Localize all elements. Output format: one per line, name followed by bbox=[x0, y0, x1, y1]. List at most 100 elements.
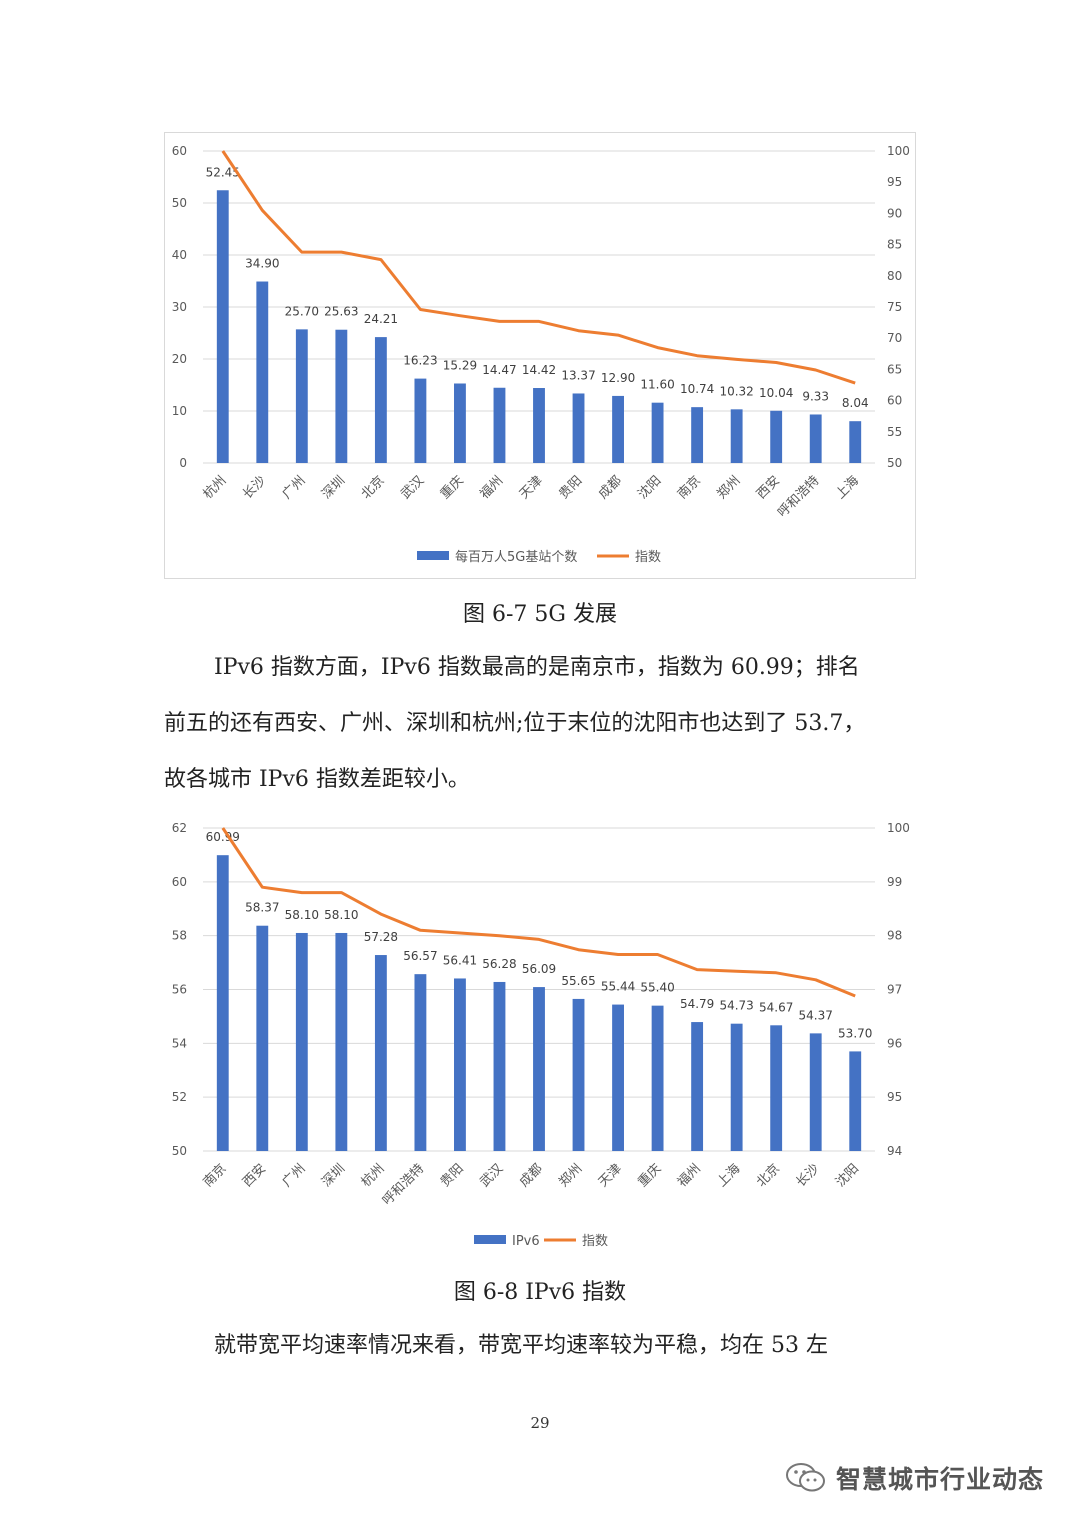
data-label: 34.90 bbox=[245, 257, 279, 271]
data-label: 14.47 bbox=[482, 363, 516, 377]
y2-tick-label: 94 bbox=[887, 1144, 902, 1158]
data-label: 56.09 bbox=[522, 962, 556, 976]
x-category-label: 沈阳 bbox=[635, 473, 664, 502]
bar bbox=[572, 998, 585, 1151]
data-label: 58.10 bbox=[324, 908, 358, 922]
y2-tick-label: 70 bbox=[887, 331, 902, 345]
x-category-label: 呼和浩特 bbox=[380, 1161, 427, 1208]
data-label: 56.57 bbox=[403, 949, 437, 963]
data-label: 10.32 bbox=[719, 384, 753, 398]
paragraph-line-2: 前五的还有西安、广州、深圳和杭州;位于末位的沈阳市也达到了 53.7， bbox=[164, 711, 866, 736]
y-tick-label: 30 bbox=[172, 300, 187, 314]
chart-5g-svg: 0 10 20 30 40 50 60 50 55 60 65 70 75 80 85 90 95 100 52.4… bbox=[172, 144, 910, 565]
watermark: 智慧城市行业动态 bbox=[784, 1458, 1044, 1498]
legend-label-line: 指数 bbox=[582, 1234, 608, 1249]
bar bbox=[730, 1023, 743, 1151]
bar bbox=[533, 388, 545, 463]
bar bbox=[770, 410, 783, 463]
data-label: 24.21 bbox=[364, 312, 398, 326]
paragraph-line-1: IPv6 指数方面，IPv6 指数最高的是南京市，指数为 60.99；排名 bbox=[214, 655, 860, 680]
x-category-label: 重庆 bbox=[437, 473, 467, 503]
x-category-label: 武汉 bbox=[477, 1161, 506, 1190]
bar bbox=[374, 337, 387, 463]
y-tick-label: 54 bbox=[172, 1036, 187, 1050]
bar bbox=[849, 421, 862, 463]
bar bbox=[612, 1004, 624, 1151]
y2-tick-label: 60 bbox=[887, 394, 902, 408]
x-category-label: 上海 bbox=[833, 473, 862, 502]
x-category-label: 北京 bbox=[754, 1161, 783, 1190]
x-category-label: 贵阳 bbox=[556, 473, 585, 502]
x-category-label: 广州 bbox=[280, 1161, 309, 1190]
bar bbox=[770, 1025, 783, 1151]
x-category-label: 深圳 bbox=[319, 1161, 348, 1190]
data-label: 10.04 bbox=[759, 386, 793, 400]
legend-swatch-bar bbox=[417, 551, 449, 560]
x-category-label: 成都 bbox=[517, 1161, 546, 1190]
index-line bbox=[221, 827, 856, 998]
bar bbox=[256, 281, 269, 463]
legend-label-line: 指数 bbox=[635, 550, 661, 565]
y-tick-label: 62 bbox=[172, 821, 187, 835]
x-category-label: 贵阳 bbox=[438, 1161, 467, 1190]
data-label: 11.60 bbox=[640, 378, 674, 392]
x-category-label: 成都 bbox=[596, 473, 625, 502]
x-category-label: 深圳 bbox=[319, 473, 348, 502]
data-label: 12.90 bbox=[601, 371, 635, 385]
x-category-label: 福州 bbox=[675, 1161, 704, 1190]
paragraph-line-3: 故各城市 IPv6 指数差距较小。 bbox=[164, 767, 470, 792]
data-label: 8.04 bbox=[842, 396, 869, 410]
bar bbox=[533, 987, 545, 1151]
x-category-label: 西安 bbox=[240, 1161, 269, 1190]
x-category-label: 福州 bbox=[477, 473, 506, 502]
data-label: 16.23 bbox=[403, 354, 437, 368]
y-tick-label: 40 bbox=[172, 248, 187, 262]
data-label: 54.73 bbox=[719, 999, 753, 1013]
data-label: 54.79 bbox=[680, 997, 714, 1011]
bar bbox=[691, 407, 704, 463]
data-label: 57.28 bbox=[364, 930, 398, 944]
x-category-label: 南京 bbox=[674, 473, 704, 503]
x-category-label: 杭州 bbox=[201, 473, 230, 502]
data-label: 52.45 bbox=[206, 165, 240, 179]
y2-tick-label: 100 bbox=[887, 821, 910, 835]
y2-tick-label: 95 bbox=[887, 175, 902, 189]
bar bbox=[612, 395, 624, 463]
x-category-label: 郑州 bbox=[556, 1161, 585, 1190]
y2-tick-label: 65 bbox=[887, 362, 902, 376]
x-category-label: 沈阳 bbox=[833, 1161, 862, 1190]
bar bbox=[809, 414, 822, 463]
y2-tick-label: 90 bbox=[887, 206, 902, 220]
x-category-label: 郑州 bbox=[714, 473, 743, 502]
bar bbox=[809, 1033, 822, 1151]
bar bbox=[374, 955, 387, 1151]
y-tick-label: 60 bbox=[172, 144, 187, 158]
y-tick-label: 50 bbox=[172, 196, 187, 210]
y2-tick-label: 99 bbox=[887, 875, 902, 889]
data-label: 10.74 bbox=[680, 382, 714, 396]
y-tick-label: 56 bbox=[172, 983, 187, 997]
legend-label-bar: 每百万人5G基站个数 bbox=[455, 549, 577, 565]
y2-tick-label: 80 bbox=[887, 269, 902, 283]
bar bbox=[295, 329, 308, 463]
bar bbox=[691, 1022, 704, 1151]
y2-tick-label: 100 bbox=[887, 144, 910, 158]
figure-caption-6-8: 图 6-8 IPv6 指数 bbox=[453, 1280, 627, 1305]
bar bbox=[216, 190, 229, 463]
bar bbox=[730, 409, 743, 463]
x-category-label: 上海 bbox=[714, 1161, 743, 1190]
y-tick-label: 52 bbox=[172, 1090, 187, 1104]
data-label: 56.41 bbox=[443, 953, 477, 967]
y2-tick-label: 55 bbox=[887, 425, 902, 439]
wechat-icon bbox=[785, 1463, 825, 1492]
bar bbox=[216, 855, 229, 1151]
y-tick-label: 20 bbox=[172, 352, 187, 366]
page-number: 29 bbox=[530, 1414, 550, 1432]
legend-swatch-bar bbox=[474, 1235, 506, 1244]
x-category-label: 天津 bbox=[517, 473, 546, 502]
bar bbox=[335, 932, 348, 1151]
data-label: 55.40 bbox=[640, 981, 674, 995]
bar bbox=[335, 329, 348, 463]
data-label: 14.42 bbox=[522, 363, 556, 377]
data-label: 54.67 bbox=[759, 1000, 793, 1014]
